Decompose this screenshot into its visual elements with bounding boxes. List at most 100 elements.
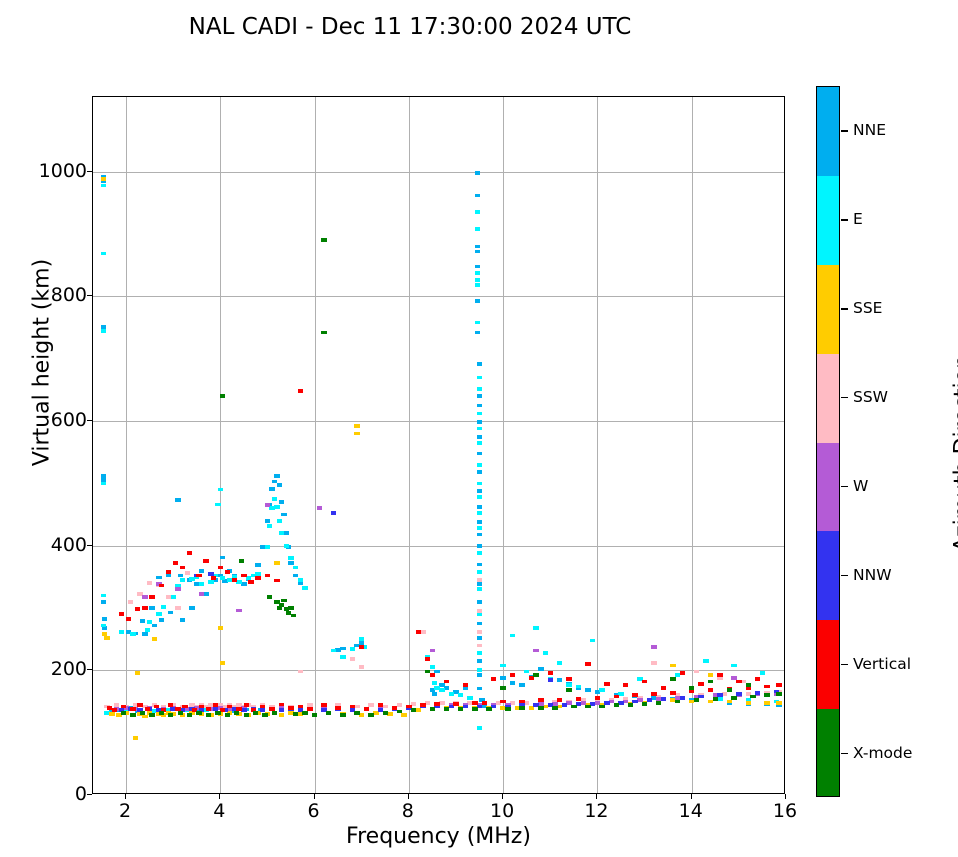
data-point	[104, 710, 110, 715]
data-point	[707, 679, 714, 684]
data-point	[236, 608, 242, 613]
data-point	[236, 707, 242, 711]
data-point	[764, 700, 770, 705]
data-point	[142, 632, 148, 637]
data-point	[243, 703, 249, 708]
y-tick-label: 400	[50, 533, 87, 556]
colorbar-segment-e	[817, 175, 839, 265]
colorbar-segment-sse	[817, 264, 839, 354]
data-point	[236, 579, 242, 584]
data-point	[224, 713, 231, 718]
data-point	[179, 565, 186, 570]
colorbar-tick	[841, 663, 848, 666]
data-point	[491, 677, 497, 681]
data-point	[656, 697, 662, 701]
data-point	[288, 561, 294, 566]
data-point	[524, 700, 530, 705]
data-point	[476, 441, 483, 445]
page-title: NAL CADI - Dec 11 17:30:00 2024 UTC	[188, 14, 632, 40]
data-point	[198, 592, 205, 597]
data-point	[396, 709, 403, 714]
data-point	[604, 700, 610, 705]
data-point	[165, 570, 172, 574]
data-point	[476, 361, 483, 366]
data-point	[476, 686, 483, 691]
data-point	[479, 698, 485, 703]
x-tick	[502, 794, 504, 799]
data-point	[182, 704, 188, 709]
data-point	[179, 713, 186, 718]
data-point	[236, 703, 242, 708]
data-point	[561, 703, 568, 708]
data-point	[198, 704, 205, 709]
y-tick	[87, 170, 92, 172]
data-point	[359, 637, 365, 642]
data-point	[217, 705, 223, 710]
data-point	[354, 643, 360, 648]
data-point	[276, 482, 282, 487]
data-point	[476, 599, 483, 604]
data-point	[130, 713, 136, 718]
colorbar-label: SSW	[853, 388, 889, 407]
data-point	[571, 704, 577, 709]
data-point	[717, 693, 723, 698]
data-point	[377, 703, 384, 708]
data-point	[722, 692, 728, 696]
data-point	[102, 617, 108, 622]
data-point	[177, 573, 183, 578]
data-point	[120, 710, 127, 715]
data-point	[288, 705, 294, 710]
data-point	[745, 692, 751, 696]
colorbar-segment-nne	[817, 87, 839, 176]
data-point	[102, 626, 108, 630]
data-point	[135, 670, 141, 675]
x-tick	[596, 794, 598, 799]
data-point	[387, 712, 393, 716]
data-point	[476, 375, 483, 380]
colorbar-tick	[841, 219, 848, 221]
data-point	[231, 575, 238, 579]
data-point	[184, 707, 190, 711]
data-point	[429, 665, 436, 670]
data-point	[731, 695, 737, 700]
data-point	[179, 578, 186, 582]
data-point	[434, 704, 440, 709]
x-tick-label: 8	[401, 800, 414, 822]
data-point	[335, 647, 341, 652]
data-point	[212, 703, 219, 708]
data-point	[172, 561, 179, 566]
gridline-vertical	[691, 97, 693, 793]
data-point	[547, 670, 553, 675]
data-point	[608, 699, 615, 704]
data-point	[283, 531, 289, 536]
data-point	[203, 592, 209, 597]
data-point	[575, 697, 582, 701]
data-point	[736, 692, 742, 696]
data-point	[321, 705, 327, 710]
data-point	[118, 630, 124, 635]
data-point	[222, 704, 228, 709]
data-point	[707, 688, 714, 693]
y-tick-label: 200	[50, 658, 87, 681]
data-point	[651, 644, 657, 649]
data-point	[255, 563, 261, 567]
data-point	[509, 700, 516, 705]
data-point	[267, 523, 273, 528]
data-point	[238, 559, 245, 564]
data-point	[476, 609, 483, 614]
data-point	[278, 531, 285, 536]
data-point	[219, 661, 226, 665]
data-point	[302, 586, 308, 590]
data-point	[269, 704, 275, 709]
data-point	[599, 688, 605, 693]
data-point	[227, 578, 233, 582]
data-point	[594, 695, 601, 700]
data-point	[139, 710, 146, 715]
data-point	[241, 705, 247, 710]
data-point	[165, 710, 172, 715]
data-point	[698, 694, 704, 699]
data-point	[476, 495, 483, 499]
data-point	[552, 702, 558, 706]
data-point	[142, 704, 148, 709]
data-point	[354, 710, 360, 715]
